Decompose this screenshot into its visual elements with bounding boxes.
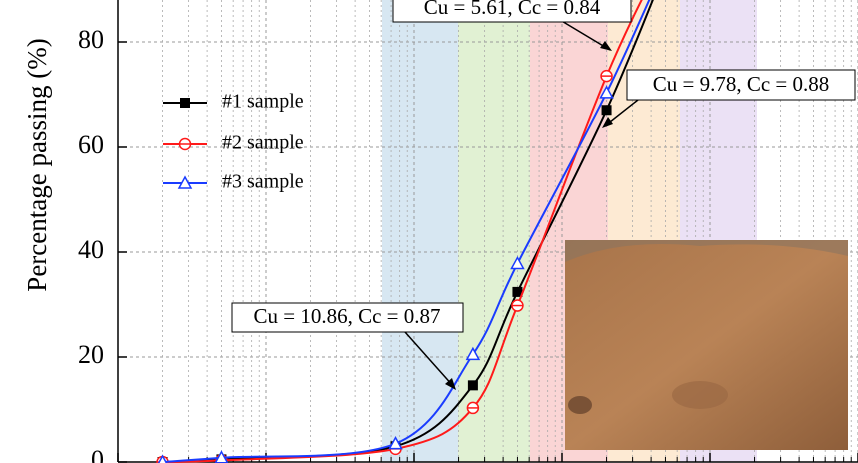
y-tick-label: 0 xyxy=(91,445,104,463)
band xyxy=(458,0,530,462)
marker xyxy=(178,137,192,151)
arrow xyxy=(404,331,455,388)
annotation-box xyxy=(392,0,632,23)
marker xyxy=(157,454,168,463)
photo-stone xyxy=(568,396,592,414)
arrow-head xyxy=(602,117,613,128)
curves xyxy=(156,0,654,463)
marker xyxy=(467,380,478,391)
marker xyxy=(388,436,403,450)
arrow xyxy=(559,19,611,51)
annotation: Cu = 10.86, Cc = 0.87 xyxy=(253,304,440,328)
marker xyxy=(466,401,480,415)
y-tick-label: 60 xyxy=(78,130,104,159)
marker xyxy=(599,85,614,99)
annotation-box xyxy=(626,69,856,101)
legend-label: #1 sample xyxy=(222,91,304,113)
band xyxy=(382,0,458,462)
arrow-head xyxy=(445,378,456,390)
annotation: Cu = 5.61, Cc = 0.84 xyxy=(424,0,601,19)
legend-label: #2 sample xyxy=(222,132,304,154)
axes: 0 20 40 60 80 xyxy=(78,0,858,463)
inset-photo xyxy=(565,240,848,450)
marker xyxy=(601,105,612,116)
annotations: Cu = 5.61, Cc = 0.84 Cu = 9.78, Cc = 0.8… xyxy=(231,0,856,390)
marker xyxy=(465,346,481,361)
legend-label: #3 sample xyxy=(222,171,304,193)
marker xyxy=(177,175,193,189)
marker xyxy=(511,299,524,312)
y-axis-label: Percentage passing (%) xyxy=(22,38,52,291)
marker xyxy=(512,286,523,297)
marker xyxy=(180,98,190,108)
annotation-box xyxy=(231,302,464,333)
arrow-head xyxy=(600,41,612,51)
y-tick-label: 40 xyxy=(78,235,104,264)
annotation: Cu = 9.78, Cc = 0.88 xyxy=(653,72,830,96)
marker xyxy=(600,69,613,83)
y-tick-label: 80 xyxy=(78,25,104,54)
photo-shade xyxy=(672,381,728,409)
marker xyxy=(510,255,525,270)
legend: #1 sample #2 sample #3 sample xyxy=(163,91,304,193)
photo xyxy=(565,240,848,450)
photo-bg xyxy=(565,240,848,262)
y-tick-label: 20 xyxy=(78,340,104,369)
